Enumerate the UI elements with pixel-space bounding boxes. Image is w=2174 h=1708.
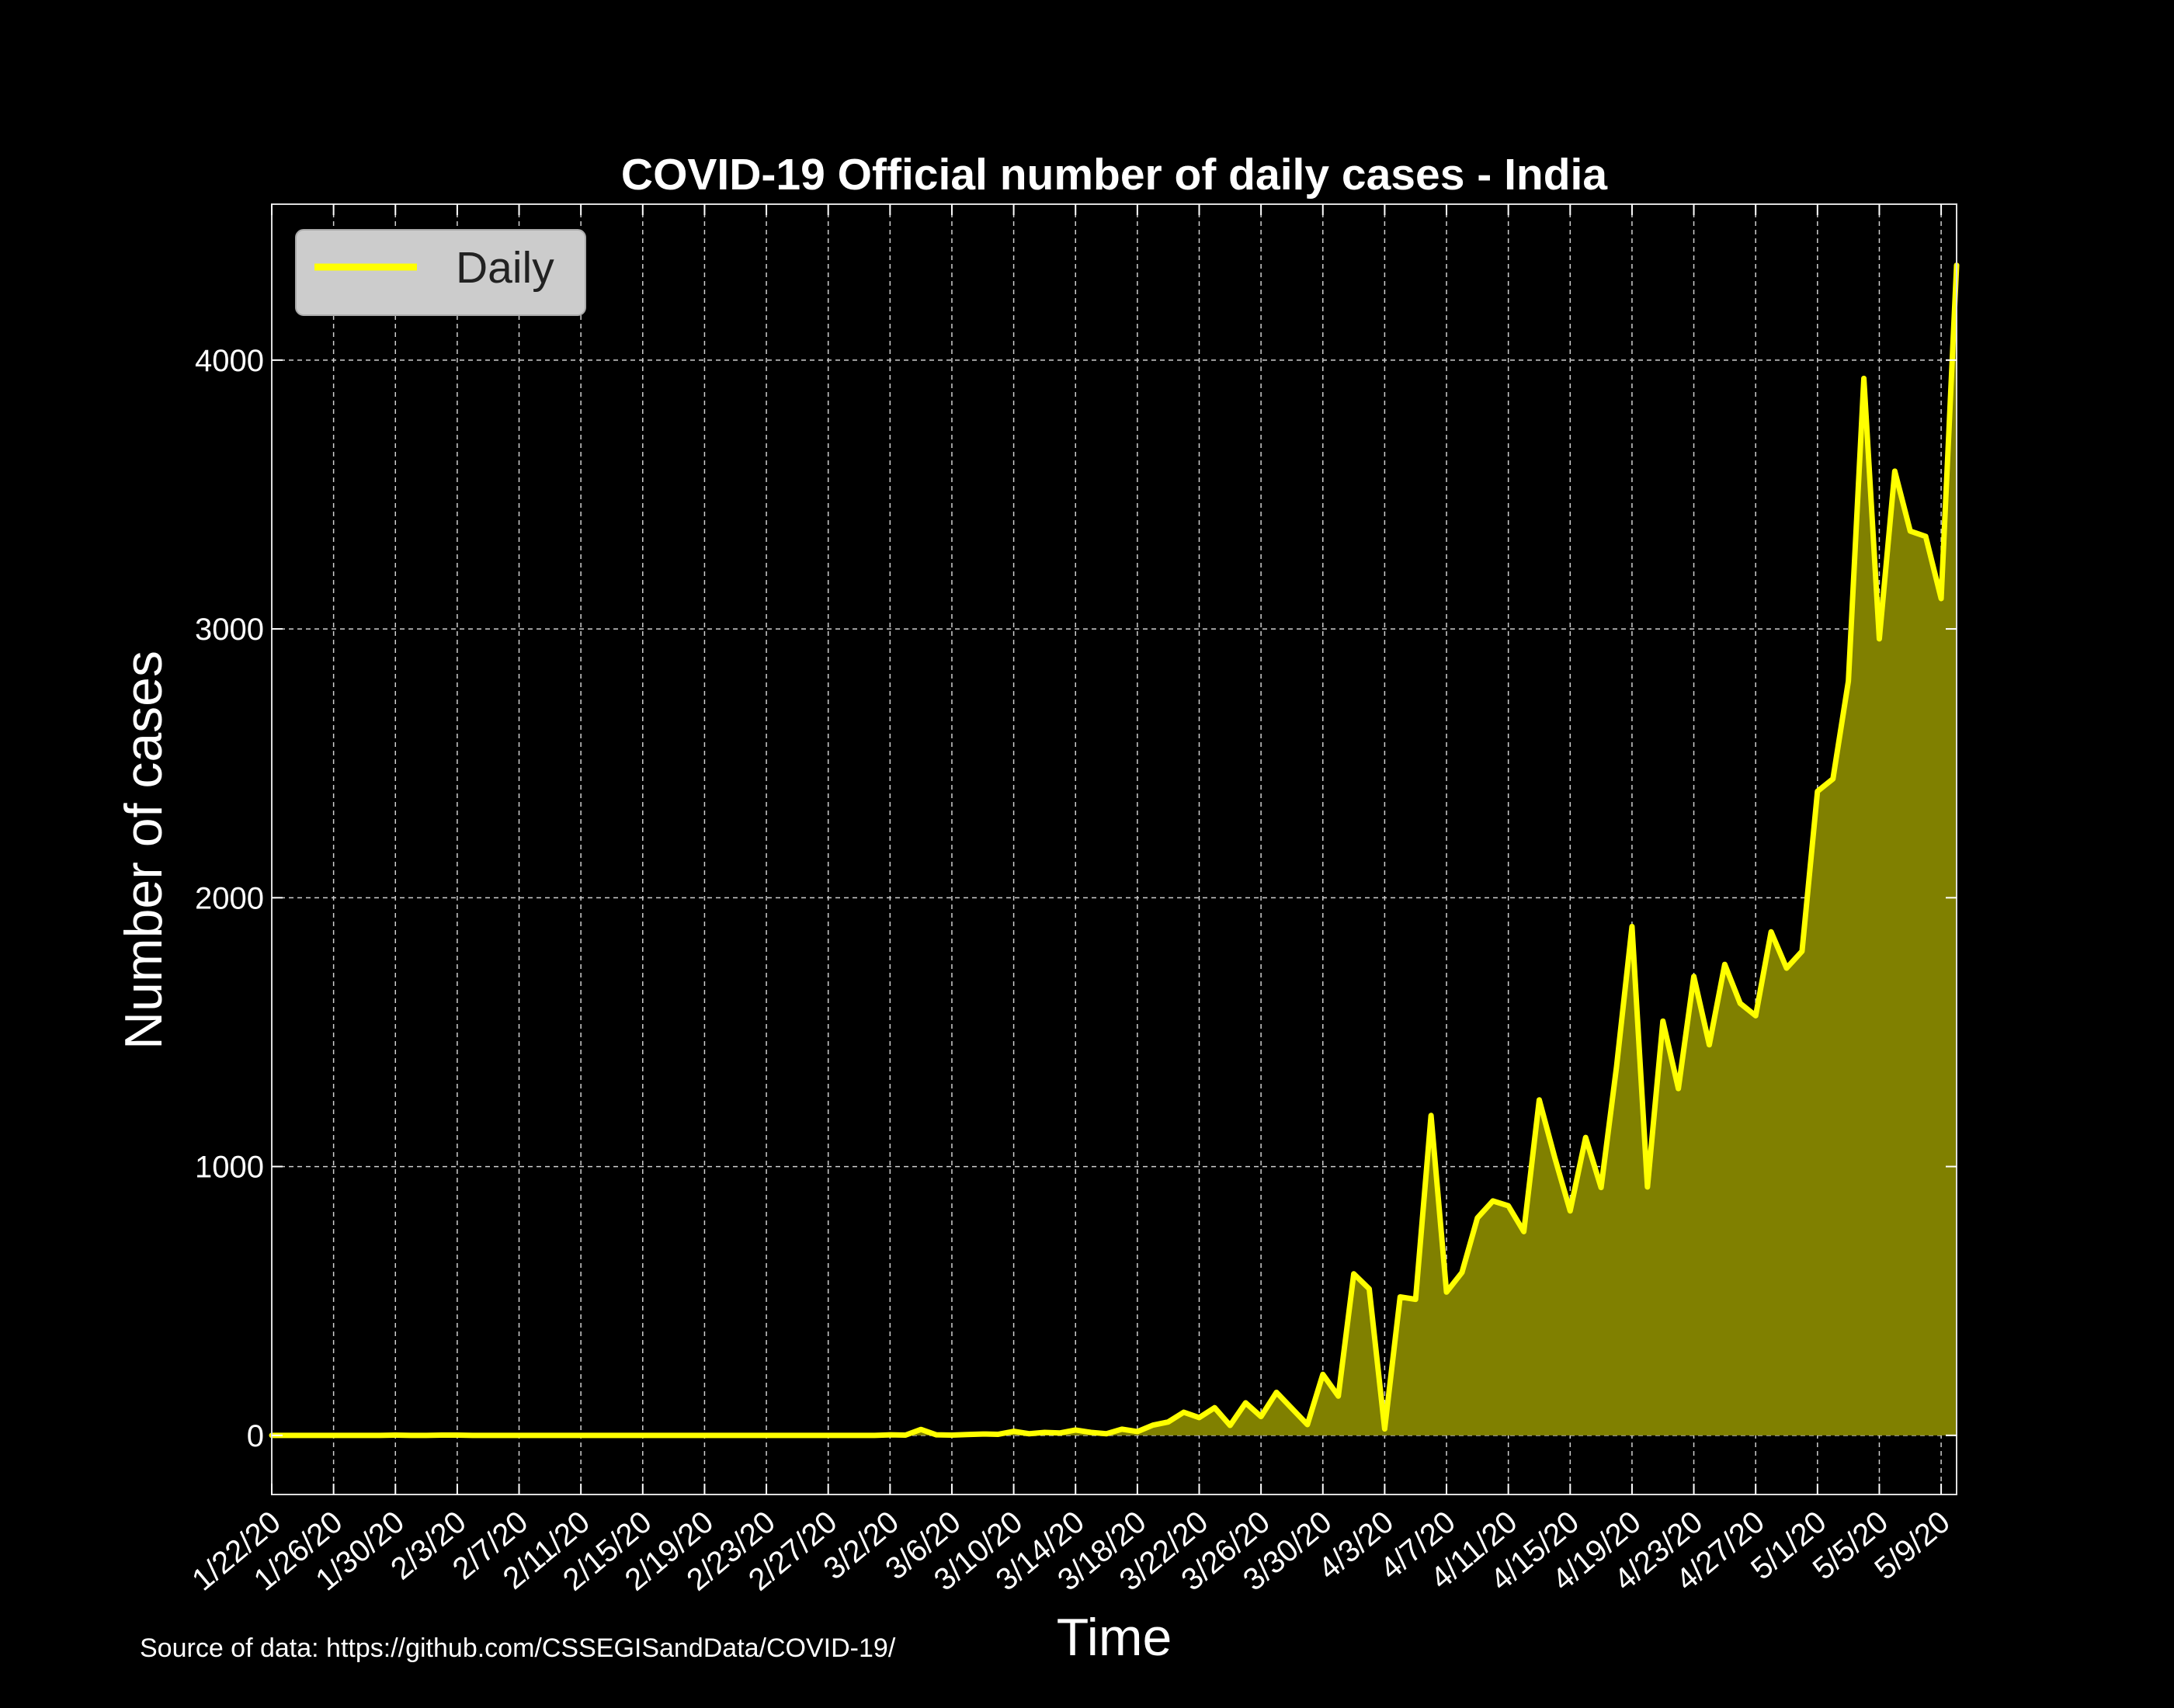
data-point bbox=[1075, 1429, 1076, 1430]
data-point bbox=[1431, 1115, 1432, 1116]
data-point bbox=[1709, 1044, 1710, 1045]
y-axis-label: Number of cases bbox=[114, 651, 173, 1050]
data-point bbox=[1322, 1374, 1323, 1375]
chart-title: COVID-19 Official number of daily cases … bbox=[621, 150, 1608, 200]
data-point bbox=[1291, 1408, 1292, 1409]
data-point bbox=[1369, 1289, 1370, 1290]
data-point bbox=[1910, 531, 1911, 532]
data-point bbox=[1801, 951, 1802, 952]
series-line-daily bbox=[269, 262, 1960, 1439]
series-layer bbox=[269, 262, 1960, 1439]
data-point bbox=[1353, 1273, 1354, 1274]
plot-frame bbox=[271, 203, 1957, 1495]
source-note: Source of data: https://github.com/CSSEG… bbox=[140, 1633, 896, 1663]
data-point bbox=[1199, 1417, 1200, 1418]
data-point bbox=[1415, 1299, 1416, 1300]
data-point bbox=[1261, 1416, 1262, 1417]
data-point bbox=[1724, 964, 1725, 965]
data-point bbox=[1554, 1157, 1555, 1158]
x-axis-label: Time bbox=[1057, 1608, 1172, 1667]
data-point bbox=[982, 1434, 983, 1435]
data-point bbox=[1941, 598, 1942, 599]
data-point bbox=[1894, 470, 1895, 471]
data-point bbox=[1647, 1186, 1648, 1187]
data-point bbox=[1678, 1088, 1679, 1089]
data-point bbox=[1631, 926, 1632, 927]
y-tick-label: 1000 bbox=[195, 1151, 264, 1185]
data-point bbox=[1106, 1433, 1107, 1434]
data-point bbox=[1693, 976, 1694, 977]
data-point bbox=[1523, 1231, 1524, 1232]
data-point bbox=[1863, 378, 1864, 379]
y-tick-label: 0 bbox=[247, 1419, 264, 1453]
data-point bbox=[1230, 1425, 1231, 1426]
data-point bbox=[1183, 1412, 1184, 1413]
data-point bbox=[1091, 1432, 1092, 1433]
data-point bbox=[1740, 1003, 1741, 1004]
data-point bbox=[1245, 1402, 1246, 1403]
data-point bbox=[1662, 1021, 1663, 1022]
data-point bbox=[1817, 791, 1818, 792]
data-point bbox=[1585, 1137, 1586, 1138]
data-point bbox=[1338, 1396, 1339, 1397]
data-point bbox=[1848, 681, 1849, 682]
data-point bbox=[1060, 1432, 1061, 1433]
y-tick-label: 4000 bbox=[195, 344, 264, 378]
legend-label-daily: Daily bbox=[456, 243, 554, 293]
legend-box bbox=[295, 229, 586, 316]
data-point bbox=[1601, 1187, 1602, 1188]
data-point bbox=[1570, 1210, 1571, 1211]
data-point bbox=[1539, 1099, 1540, 1100]
data-point bbox=[1492, 1200, 1493, 1201]
data-point bbox=[1446, 1292, 1447, 1293]
legend: Daily bbox=[295, 229, 586, 316]
data-point bbox=[1029, 1433, 1030, 1434]
y-tick-label: 2000 bbox=[195, 881, 264, 915]
data-point bbox=[1013, 1431, 1014, 1432]
data-point bbox=[1044, 1432, 1045, 1433]
data-point bbox=[1879, 638, 1880, 639]
y-tick-label: 3000 bbox=[195, 613, 264, 647]
data-point bbox=[1477, 1217, 1478, 1218]
data-point bbox=[1276, 1392, 1277, 1393]
data-point bbox=[1307, 1424, 1308, 1425]
data-point bbox=[921, 1429, 922, 1430]
